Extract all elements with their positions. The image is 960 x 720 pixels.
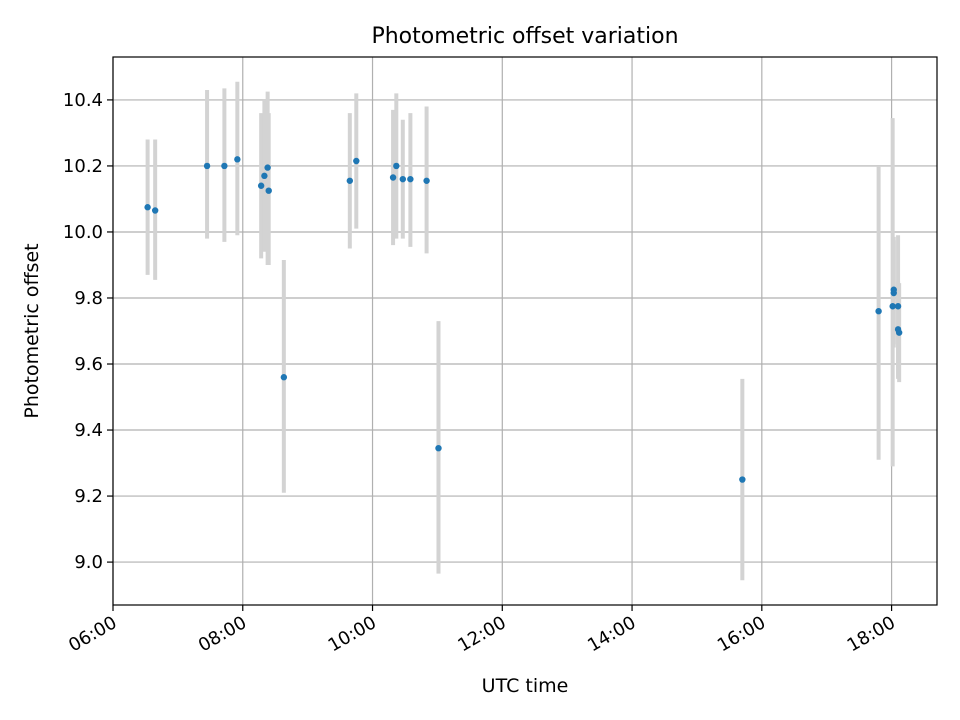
- data-point: [221, 162, 228, 170]
- data-point: [890, 289, 897, 297]
- x-tick-label: 18:00: [844, 612, 899, 656]
- data-point: [739, 476, 746, 483]
- data-point: [234, 156, 241, 163]
- data-point: [889, 303, 896, 310]
- data-point: [399, 175, 407, 183]
- y-tick-label: 9.6: [74, 354, 103, 375]
- x-tick-label: 10:00: [325, 612, 380, 656]
- data-points: [144, 156, 903, 483]
- y-tick-label: 10.2: [63, 156, 103, 177]
- x-axis: 06:00 08:00 10:00 12:00 14:00 16:00 18:00: [65, 605, 899, 656]
- data-point: [894, 303, 902, 310]
- data-point: [875, 307, 882, 315]
- data-point: [346, 177, 354, 184]
- plot-frame: [112, 56, 938, 606]
- data-point: [265, 187, 272, 194]
- y-axis-label: Photometric offset: [21, 243, 43, 418]
- plot-area: [113, 57, 937, 605]
- x-tick-label: 06:00: [65, 612, 120, 656]
- y-tick-label: 10.0: [63, 222, 103, 243]
- data-point: [203, 162, 211, 170]
- grid: [112, 57, 937, 605]
- data-point: [423, 177, 430, 184]
- y-tick-label: 9.4: [74, 420, 103, 441]
- data-point: [257, 182, 265, 189]
- data-point: [144, 204, 151, 211]
- x-tick-label: 14:00: [584, 612, 639, 656]
- data-point: [435, 444, 442, 452]
- y-tick-label: 10.4: [63, 90, 103, 111]
- data-point: [151, 207, 159, 214]
- data-point: [393, 162, 400, 170]
- data-point: [353, 157, 360, 165]
- data-point: [280, 374, 288, 381]
- chart-title: Photometric offset variation: [371, 24, 678, 49]
- x-tick-label: 16:00: [714, 612, 769, 656]
- x-axis-label: UTC time: [482, 675, 569, 697]
- y-tick-label: 9.0: [74, 552, 103, 573]
- data-point: [261, 172, 268, 180]
- data-point: [264, 164, 271, 171]
- x-tick-label: 08:00: [195, 612, 250, 656]
- data-point: [407, 175, 414, 183]
- data-point: [389, 174, 397, 181]
- y-tick-label: 9.8: [74, 288, 103, 309]
- y-axis: 9.0 9.2 9.4 9.6 9.8 10.0 10.2 10.4: [63, 90, 113, 573]
- y-tick-label: 9.2: [74, 486, 103, 507]
- data-point: [895, 329, 903, 336]
- x-tick-label: 12:00: [454, 612, 509, 656]
